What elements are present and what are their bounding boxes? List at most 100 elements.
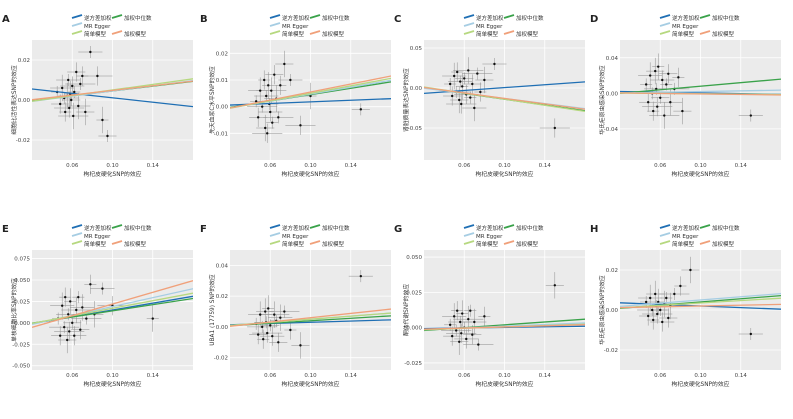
panel-label: G xyxy=(394,224,402,235)
regression-line-weighted xyxy=(230,308,391,327)
data-point xyxy=(58,102,62,106)
data-point xyxy=(267,307,270,310)
data-point xyxy=(644,300,648,304)
data-point xyxy=(458,340,461,343)
x-tick-label: 0.06 xyxy=(66,163,79,169)
legend-swatch-simple xyxy=(269,30,281,35)
x-axis-label: 枸杞皮硬化SNP的效应 xyxy=(282,380,340,388)
data-point xyxy=(64,295,67,299)
data-point xyxy=(648,296,652,300)
y-tick-label: 0.02 xyxy=(216,294,228,300)
data-point xyxy=(81,74,84,78)
data-point xyxy=(264,126,267,130)
regression-line-simple xyxy=(620,297,781,309)
regression-line-egger xyxy=(620,89,781,94)
x-tick-label: 0.10 xyxy=(304,373,317,379)
y-tick-label: 0.02 xyxy=(216,51,228,57)
plot-area xyxy=(620,53,781,129)
data-point xyxy=(679,284,682,288)
data-point xyxy=(69,300,72,303)
y-tick-label: 0.04 xyxy=(606,56,619,62)
legend-swatch-simple xyxy=(463,30,475,35)
legend-label-egger: MR Egger xyxy=(84,24,111,30)
data-point xyxy=(677,76,680,79)
y-tick-label: 0.00 xyxy=(606,308,619,314)
data-point xyxy=(89,283,92,286)
data-point xyxy=(77,295,80,299)
data-point xyxy=(151,317,154,320)
legend-swatch-egger xyxy=(269,22,281,27)
legend-label-egger: MR Egger xyxy=(282,24,309,30)
data-point xyxy=(277,341,280,344)
data-point xyxy=(654,292,657,296)
data-point xyxy=(266,132,269,135)
y-tick-label: 0.02 xyxy=(18,58,30,64)
data-point xyxy=(473,106,476,110)
legend-swatch-ivw xyxy=(463,14,475,19)
x-tick-label: 0.06 xyxy=(264,373,277,379)
data-point xyxy=(267,84,270,87)
x-tick-label: 0.14 xyxy=(539,373,552,379)
data-point xyxy=(460,102,463,106)
data-point xyxy=(450,334,454,338)
data-point xyxy=(669,101,672,104)
legend-swatch-egger xyxy=(463,232,475,237)
y-tick-label: -0.05 xyxy=(408,126,423,132)
legend-swatch-weighted xyxy=(503,30,515,35)
legend-label-egger: MR Egger xyxy=(476,24,503,30)
data-point xyxy=(71,321,74,325)
legend-swatch-wm xyxy=(699,224,711,229)
legend-swatch-weighted xyxy=(309,240,321,245)
legend-swatch-simple xyxy=(659,240,671,245)
y-tick-label: 0.00 xyxy=(606,91,619,97)
data-point xyxy=(58,334,62,337)
data-point xyxy=(459,320,462,324)
data-point xyxy=(271,121,274,124)
legend-swatch-weighted xyxy=(503,240,515,245)
y-axis-label: 先天血浆C水平SNP的效应 xyxy=(208,66,216,134)
data-point xyxy=(652,318,655,322)
data-point xyxy=(651,308,654,312)
legend-label-weighted: 加权模型 xyxy=(516,240,539,248)
regression-line-weighted xyxy=(424,324,585,330)
data-point xyxy=(458,98,461,102)
data-point xyxy=(261,325,264,329)
legend-swatch-weighted xyxy=(309,30,321,35)
data-point xyxy=(73,334,76,337)
legend-swatch-simple xyxy=(463,240,475,245)
data-point xyxy=(60,304,64,307)
data-point xyxy=(71,84,74,88)
legend-label-egger: MR Egger xyxy=(672,24,699,30)
legend-label-ivw: 逆方差加权 xyxy=(476,14,504,22)
plot-area xyxy=(230,270,391,359)
x-tick-label: 0.06 xyxy=(458,373,471,379)
x-tick-label: 0.14 xyxy=(735,373,748,379)
y-tick-label: 0.000 xyxy=(14,321,30,327)
data-point xyxy=(68,106,71,110)
data-point xyxy=(67,313,70,316)
x-tick-label: 0.10 xyxy=(694,373,707,379)
data-point xyxy=(469,309,472,312)
data-point xyxy=(456,70,459,74)
x-tick-label: 0.06 xyxy=(264,163,277,169)
data-point xyxy=(263,78,266,82)
legend-swatch-simple xyxy=(71,240,83,245)
legend-label-simple: 简单模型 xyxy=(282,30,305,38)
data-point xyxy=(471,82,474,86)
data-point xyxy=(452,74,456,78)
y-tick-label: 0.00 xyxy=(410,86,423,92)
legend-swatch-simple xyxy=(269,240,281,245)
data-point xyxy=(665,296,668,300)
x-tick-label: 0.06 xyxy=(654,163,667,169)
y-axis-label: 酮体代谢SNP的效应 xyxy=(402,284,410,336)
y-tick-label: 0.01 xyxy=(216,78,228,84)
legend-swatch-wm xyxy=(111,224,123,229)
y-tick-label: 0.050 xyxy=(14,278,30,284)
data-point xyxy=(459,80,462,83)
y-tick-label: -0.02 xyxy=(604,348,618,354)
